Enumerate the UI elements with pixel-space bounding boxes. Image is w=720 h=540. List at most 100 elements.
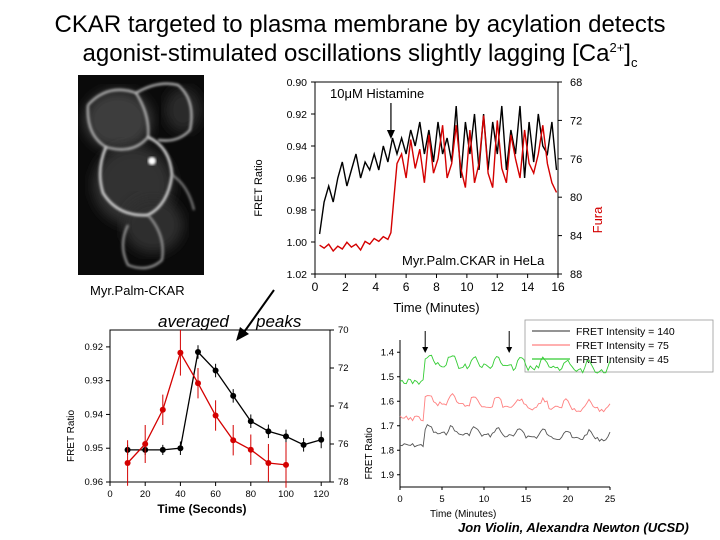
x-axis-label: Time (Minutes) xyxy=(393,300,479,315)
x-tick-label: 6 xyxy=(403,280,410,294)
x-tick-label: 4 xyxy=(372,280,379,294)
averaged-peaks-chart: 0 20 40 60 80 100 120 0.92 0.93 0.94 0.95 0.96 70 72 7… xyxy=(66,325,349,516)
red_series-point xyxy=(195,380,201,387)
red_series-point xyxy=(124,460,131,466)
pink_series-trace xyxy=(399,393,611,422)
y-right-tick-label: 80 xyxy=(570,192,582,204)
slide-title: CKAR targeted to plasma membrane by acyl… xyxy=(0,10,720,70)
fret-intensity-chart: 0 5 10 15 20 25 1.4 1.5 1.6 1.7 1.8 1.9 Time (Minute… xyxy=(364,319,714,520)
x-tick-label: 8 xyxy=(433,280,440,294)
red_series-point xyxy=(159,406,166,413)
x-tick-label: 16 xyxy=(551,280,565,294)
y-left-tick-label: 0.98 xyxy=(287,205,308,217)
red_series-point xyxy=(283,461,289,468)
y-right-tick-label: 78 xyxy=(338,477,349,488)
black_series-point xyxy=(159,446,166,453)
histamine-oscillation-chart: 0 2 4 6 8 10 12 14 160.900.920.940.960.981.001.0… xyxy=(253,77,605,315)
y-tick-label: 1.7 xyxy=(381,421,394,432)
x-tick-label: 10 xyxy=(479,494,490,505)
y-left-tick-label: 0.93 xyxy=(85,376,104,387)
stimulus-arrow-icon xyxy=(422,347,429,353)
title-line-2-text: agonist-stimulated oscillations slightly… xyxy=(82,40,610,67)
black_series-line xyxy=(127,350,322,451)
x-tick-label: 80 xyxy=(246,489,257,500)
y-right-tick-label: 88 xyxy=(570,269,582,281)
title-subscript: c xyxy=(630,54,638,70)
x-tick-label: 0 xyxy=(107,489,112,500)
averaged-label: averaged xyxy=(158,312,229,331)
y-right-tick-label: 72 xyxy=(570,115,582,127)
y-axis-label: FRET Ratio xyxy=(364,427,375,479)
y-tick-label: 1.4 xyxy=(381,347,394,358)
black_series-point xyxy=(230,392,237,399)
y-tick-label: 1.5 xyxy=(381,372,394,383)
y-left-tick-label: 1.02 xyxy=(287,269,308,281)
title-close-bracket: ] xyxy=(624,40,631,67)
y-right-tick-label: 84 xyxy=(570,231,582,243)
x-tick-label: 5 xyxy=(439,494,444,505)
inset-label: Myr.Palm.CKAR in HeLa xyxy=(402,253,545,268)
y-left-axis-label: FRET Ratio xyxy=(253,159,265,216)
black_series-point xyxy=(177,445,184,452)
x-tick-label: 20 xyxy=(140,489,151,500)
red_series-point xyxy=(177,349,184,356)
y-left-tick-label: 0.90 xyxy=(287,77,308,89)
y-tick-label: 1.9 xyxy=(381,470,394,481)
y-tick-label: 1.8 xyxy=(381,445,394,456)
y-left-axis-label: FRET Ratio xyxy=(66,410,77,462)
x-tick-label: 14 xyxy=(521,280,535,294)
black_series-point xyxy=(300,441,307,448)
cell-micrograph xyxy=(78,75,204,275)
black_series-point xyxy=(247,418,254,425)
stimulus-arrow-icon xyxy=(506,347,513,353)
y-right-tick-label: 70 xyxy=(338,325,349,336)
x-tick-label: 20 xyxy=(563,494,574,505)
plot-frame xyxy=(314,81,559,275)
red_series-line xyxy=(319,115,558,253)
x-tick-label: 0 xyxy=(397,494,402,505)
x-tick-label: 100 xyxy=(278,489,294,500)
black_series-point xyxy=(265,428,272,435)
x-tick-label: 40 xyxy=(175,489,186,500)
red_series-point xyxy=(142,441,149,447)
x-axis-label: Time (Seconds) xyxy=(157,502,246,516)
plot-frame xyxy=(109,329,331,483)
legend-entry: FRET Intensity = 75 xyxy=(576,340,669,352)
y-left-tick-label: 0.96 xyxy=(287,173,308,185)
legend-entry: FRET Intensity = 45 xyxy=(576,354,669,366)
black_series-point xyxy=(195,348,201,355)
y-left-tick-label: 0.94 xyxy=(85,409,104,420)
black_series-line xyxy=(318,105,558,235)
x-tick-label: 0 xyxy=(312,280,319,294)
x-axis-label: Time (Minutes) xyxy=(430,509,496,520)
black_series-point xyxy=(318,436,325,443)
y-right-tick-label: 74 xyxy=(338,401,349,412)
y-left-tick-label: 0.96 xyxy=(85,477,104,488)
y-right-tick-label: 72 xyxy=(338,363,349,374)
y-right-tick-label: 68 xyxy=(570,77,582,89)
red_series-point xyxy=(212,412,219,419)
legend-entry: FRET Intensity = 140 xyxy=(576,326,675,338)
author-credit: Jon Violin, Alexandra Newton (UCSD) xyxy=(458,520,689,535)
y-left-tick-label: 0.94 xyxy=(287,141,308,153)
histamine-arrow-icon xyxy=(386,130,395,139)
y-left-tick-label: 0.92 xyxy=(287,109,308,121)
title-line-2: agonist-stimulated oscillations slightly… xyxy=(0,39,720,70)
x-tick-label: 2 xyxy=(342,280,349,294)
x-tick-label: 120 xyxy=(313,489,329,500)
title-superscript: 2+ xyxy=(609,40,625,55)
red_series-line xyxy=(127,351,287,466)
y-left-tick-label: 0.95 xyxy=(85,443,104,454)
legend-box xyxy=(524,319,714,373)
green_series-trace xyxy=(399,354,611,386)
x-tick-label: 60 xyxy=(210,489,221,500)
y-tick-label: 1.6 xyxy=(381,396,394,407)
title-line-1: CKAR targeted to plasma membrane by acyl… xyxy=(54,11,666,38)
red_series-point xyxy=(265,460,272,466)
histamine-annotation: 10μM Histamine xyxy=(330,86,424,101)
black_series-point xyxy=(283,433,289,440)
y-right-axis-label: Fura xyxy=(590,206,605,234)
y-right-tick-label: 76 xyxy=(570,154,582,166)
y-left-tick-label: 1.00 xyxy=(287,237,308,249)
peaks-label: peaks xyxy=(256,312,302,331)
